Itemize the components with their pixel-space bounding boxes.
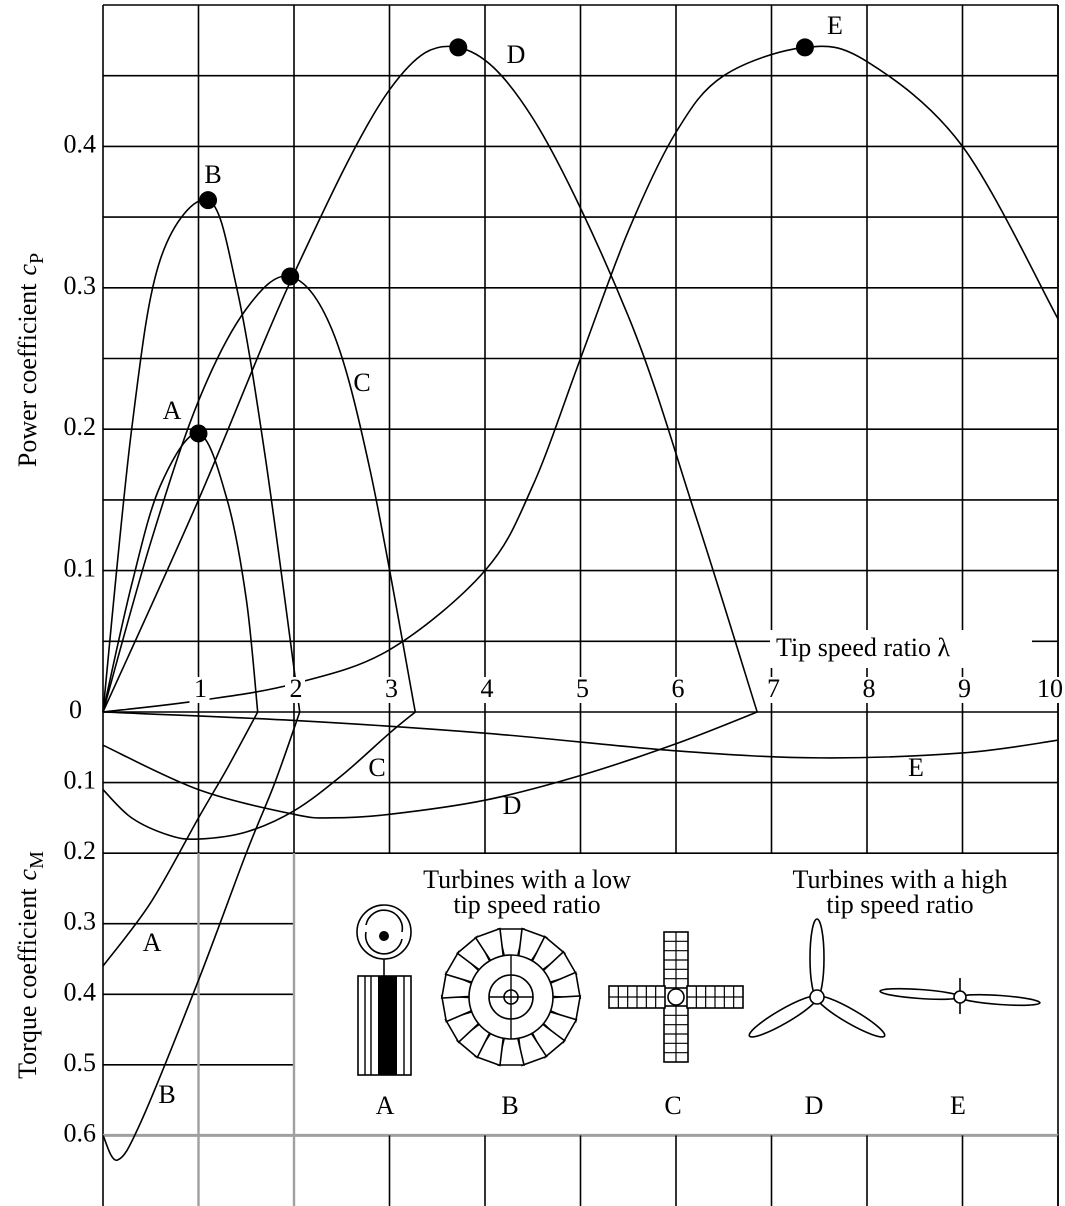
y-tick-label: 0.1 [64,766,97,795]
y-tick-label: 0.4 [64,977,97,1006]
curve-label: E [827,11,843,40]
x-tick-label: 2 [290,674,303,703]
curve-label: B [158,1080,175,1109]
turbine-label: A [376,1091,395,1120]
x-tick-label: 7 [767,674,780,703]
hub [954,991,966,1003]
hub [810,990,824,1004]
icon-a-hub [379,931,389,941]
x-tick-label: 4 [481,674,494,703]
curve-label: B [204,160,221,189]
turbine-label: D [805,1091,824,1120]
x-tick-label: 3 [385,674,398,703]
x-tick-label: 6 [672,674,685,703]
y-tick-label: 0.3 [64,271,97,300]
curve-label: A [163,396,182,425]
icon-a-band [378,976,397,1075]
y-tick-label: 0.5 [64,1048,97,1077]
peak-marker [449,38,467,56]
y-title-text: Torque coefficient [13,888,42,1079]
inset-caption: tip speed ratio [826,890,973,919]
blade [810,919,824,997]
y-tick-label: 0.1 [64,554,97,583]
turbine-label: B [501,1091,518,1120]
y-tick-label: 0.4 [64,129,97,158]
peak-marker [199,191,217,209]
x-tick-label: 10 [1037,674,1063,703]
y-tick-label: 0.2 [64,412,97,441]
turbine-label: C [664,1091,681,1120]
x-tick-label: 5 [576,674,589,703]
hub [668,989,684,1005]
y-tick-label: 0.2 [64,836,97,865]
curve-label: D [503,791,522,820]
y-tick-label: 0.3 [64,907,97,936]
y-title-sub: P [26,253,48,264]
chart: 0 0.1 0.2 0.3 0.4 0.1 0.2 0.3 0.4 0.5 0.6 1 2 3 4 5 6 7 8 9… [0,0,1065,1206]
inset-caption: tip speed ratio [453,890,600,919]
y-title-symbol: c [13,868,42,880]
y-tick-label: 0.6 [64,1118,97,1147]
y-title-text: Power coefficient [13,283,42,467]
y-title-sub: M [26,851,48,869]
x-axis-title: Tip speed ratio λ [776,633,951,662]
peak-marker [796,38,814,56]
curve-label: C [368,753,385,782]
x-tick-label: 1 [194,674,207,703]
peak-marker [190,424,208,442]
y-title-symbol: c [13,264,42,276]
curve-label: A [143,928,162,957]
x-tick-label: 8 [863,674,876,703]
x-tick-label: 9 [958,674,971,703]
curve-label: E [908,753,924,782]
curve-label: D [507,40,526,69]
y-tick-label: 0 [69,695,82,724]
curve-label: C [353,368,370,397]
turbine-label: E [950,1091,966,1120]
icon-b [442,929,580,1066]
